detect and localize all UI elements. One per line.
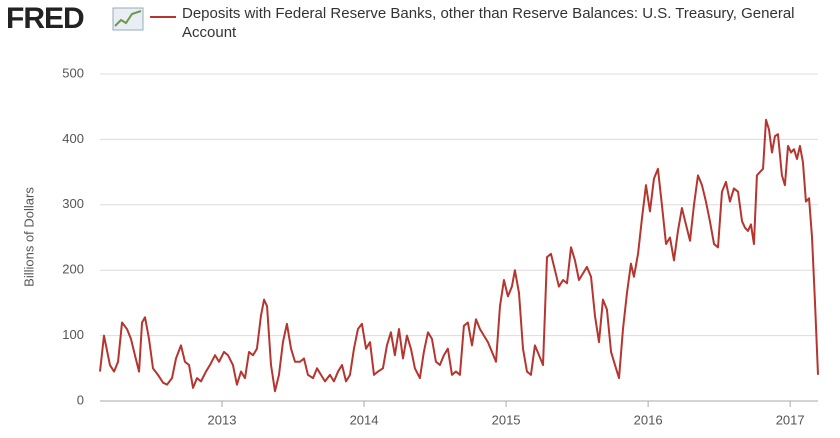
y-tick-label: 400	[62, 131, 84, 146]
y-tick-label: 100	[62, 327, 84, 342]
logo-icon	[112, 7, 144, 31]
x-tick-label: 2015	[492, 412, 521, 427]
data-line	[99, 118, 819, 393]
legend-label: Deposits with Federal Reserve Banks, oth…	[182, 5, 795, 41]
x-tick-label: 2013	[208, 412, 237, 427]
y-axis-label: Billions of Dollars	[21, 187, 36, 287]
x-tick-label: 2014	[350, 412, 379, 427]
x-tick-label: 2017	[776, 412, 805, 427]
y-tick-label: 500	[62, 65, 84, 80]
y-tick-label: 200	[62, 262, 84, 277]
y-tick-label: 0	[77, 392, 84, 407]
x-tick-label: 2016	[634, 412, 663, 427]
logo: FRED	[6, 2, 85, 35]
y-tick-label: 300	[62, 196, 84, 211]
